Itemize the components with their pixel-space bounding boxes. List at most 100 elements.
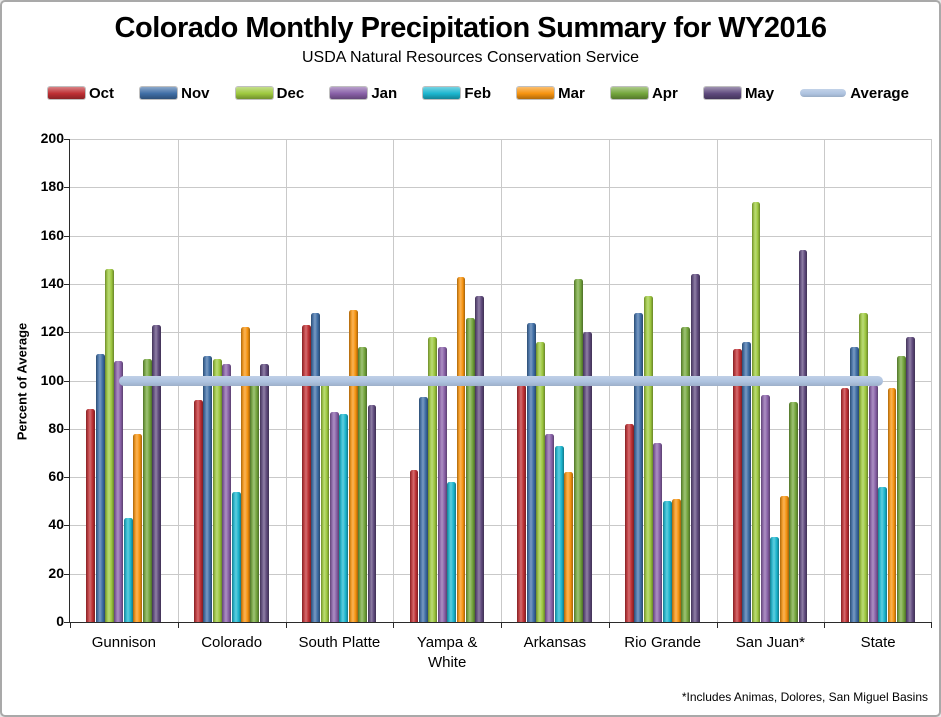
bar-nov-0 [95,353,105,622]
legend-item-may: May [703,84,775,102]
legend-label-apr: Apr [651,84,678,102]
legend-label-may: May [744,84,775,102]
bar-apr-7 [896,356,906,622]
bar-may-0 [152,324,161,622]
legend-item-nov: Nov [140,84,210,102]
category-label-3: Yampa & White [416,634,478,671]
bar-jan-1 [222,363,232,622]
y-tick-label-40: 40 [48,516,64,533]
bar-dec-1 [212,358,222,622]
legend-item-jan: Jan [330,85,397,102]
bar-oct-0 [86,409,96,622]
chart-subtitle: USDA Natural Resources Conservation Serv… [301,49,640,66]
category-label-5: Rio Grande [624,634,701,651]
bar-may-1 [259,363,269,622]
x-axis-line [64,622,932,623]
y-tick-label-20: 20 [48,564,64,581]
y-axis-tick [64,525,70,527]
y-tick-label-160: 160 [40,226,64,243]
chart-title: Colorado Monthly Precipitation Summary f… [114,12,827,44]
legend-swatch-average-icon [800,89,847,97]
bar-feb-0 [123,518,133,622]
y-axis-tick [64,428,70,430]
bar-dec-4 [536,341,545,622]
bar-oct-5 [625,423,634,622]
bar-mar-2 [348,310,358,622]
bar-may-5 [690,274,700,622]
y-tick-label-100: 100 [40,371,64,388]
average-line [118,375,884,386]
y-tick-label-120: 120 [40,323,64,340]
legend-item-apr: Apr [610,84,678,102]
legend-item-feb: Feb [423,85,491,102]
bar-feb-3 [447,481,457,622]
category-label-6: San Juan* [735,634,805,651]
plot-area [64,139,932,628]
bar-jan-5 [653,443,663,622]
bar-nov-5 [634,312,644,622]
legend-label-nov: Nov [181,84,210,102]
bar-nov-2 [311,312,321,622]
legend-item-oct: Oct [48,85,114,102]
y-axis-tick [64,622,70,623]
y-axis-tick [64,332,70,334]
bar-apr-2 [358,346,368,622]
y-axis-tick [64,283,70,285]
bar-may-7 [906,337,916,622]
x-axis-tick [609,622,610,628]
legend: Oct Nov Dec Jan Feb Mar Apr May Average [48,82,909,104]
bar-nov-1 [203,356,213,622]
legend-label-dec: Dec [276,84,305,102]
legend-swatch-feb-icon [423,87,461,99]
bar-apr-4 [573,279,583,622]
legend-swatch-jan-icon [330,87,368,99]
y-axis-tick [64,380,70,382]
y-axis-tick [64,573,70,575]
bar-apr-0 [142,358,152,622]
category-label-0: Gunnison [91,634,156,651]
bar-jan-6 [760,395,770,622]
bar-oct-7 [840,387,850,622]
bar-jan-7 [868,385,878,622]
y-tick-label-180: 180 [40,178,64,195]
y-tick-label-200: 200 [40,130,64,146]
y-tick-label-0: 0 [56,613,64,629]
footnote: *Includes Animas, Dolores, San Miguel Ba… [681,690,928,704]
bar-nov-6 [742,341,752,622]
bar-oct-3 [409,469,419,622]
legend-label-jan: Jan [371,84,398,102]
legend-label-oct: Oct [89,84,115,102]
bar-dec-7 [859,312,869,622]
x-axis-tick [178,622,179,628]
bar-may-3 [475,295,485,622]
bar-apr-1 [250,380,260,622]
bar-dec-2 [320,375,330,622]
legend-swatch-may-icon [703,87,741,99]
y-tick-label-60: 60 [48,468,64,485]
category-label-1: Colorado [201,634,263,651]
legend-label-feb: Feb [464,84,491,102]
bar-feb-5 [662,501,672,622]
legend-item-average: Average [800,85,909,102]
y-axis-tick [64,235,70,237]
bar-oct-6 [732,349,742,622]
bar-mar-3 [456,276,466,622]
category-label-2: South Platte [298,634,381,651]
x-axis-tick [393,622,394,628]
y-axis-tick [64,187,70,189]
bar-feb-6 [770,537,780,622]
bar-mar-0 [133,433,143,622]
bar-nov-3 [418,397,428,622]
legend-label-average: Average [850,84,909,102]
bar-mar-4 [564,472,574,622]
bar-dec-5 [643,295,653,622]
bar-jan-3 [437,346,447,622]
category-label-7: State [860,634,896,651]
bar-oct-2 [301,324,311,622]
x-axis-tick [501,622,502,628]
bar-may-4 [583,332,592,622]
bar-nov-4 [526,322,536,622]
bar-mar-1 [241,327,250,622]
y-tick-label-140: 140 [40,274,64,291]
